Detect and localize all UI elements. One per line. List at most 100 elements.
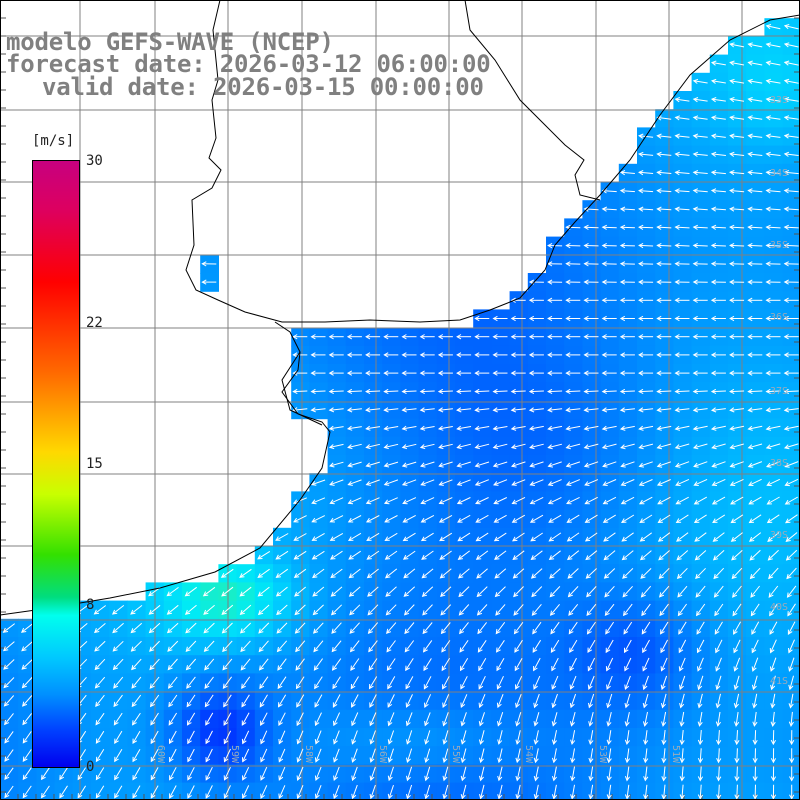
wind-arrow	[679, 693, 685, 709]
wind-arrow	[570, 784, 576, 800]
wind-arrow	[674, 151, 690, 157]
wind-arrow	[420, 497, 435, 505]
wind-arrow	[41, 785, 50, 799]
wind-arrow	[566, 514, 580, 523]
wind-arrow	[292, 334, 308, 340]
wind-arrow	[442, 694, 450, 709]
wind-arrow	[221, 622, 233, 634]
wind-arrow	[365, 407, 381, 413]
wind-arrow	[241, 694, 250, 708]
wind-arrow	[205, 785, 213, 799]
wind-arrow	[659, 585, 670, 598]
wind-arrow	[656, 261, 672, 267]
wind-arrow	[765, 370, 781, 376]
wind-arrow	[533, 730, 539, 745]
wind-arrow	[351, 748, 358, 763]
wind-arrow	[497, 730, 503, 745]
wind-arrow	[401, 479, 417, 486]
wind-arrow	[710, 279, 726, 285]
wind-arrow	[783, 443, 799, 450]
wind-arrow	[223, 748, 231, 763]
wind-arrow	[638, 334, 654, 340]
wind-arrow	[679, 730, 685, 746]
wind-arrow	[365, 425, 381, 431]
wind-arrow	[751, 621, 760, 635]
wind-arrow	[478, 658, 487, 672]
wind-arrow	[602, 461, 617, 468]
wind-arrow	[658, 550, 670, 561]
wind-arrow	[275, 550, 289, 560]
wind-arrow	[585, 550, 598, 561]
wind-arrow	[696, 621, 705, 635]
wind-arrow	[656, 115, 672, 121]
wind-arrow	[565, 461, 581, 468]
wind-arrow	[149, 694, 160, 708]
longitude-label: 58W	[303, 745, 314, 764]
wind-arrow	[114, 730, 123, 744]
wind-arrow	[456, 407, 472, 413]
wind-arrow	[510, 334, 526, 340]
wind-arrow	[351, 784, 358, 800]
wind-arrow	[783, 352, 799, 358]
wind-arrow	[729, 188, 745, 194]
wind-arrow	[783, 242, 799, 249]
wind-arrow	[656, 334, 672, 340]
wind-arrow	[260, 748, 268, 763]
wind-arrow	[420, 479, 435, 486]
wind-arrow	[565, 370, 581, 376]
wind-arrow	[421, 550, 434, 560]
wind-arrow	[295, 676, 305, 690]
wind-arrow	[457, 514, 471, 523]
wind-arrow	[497, 748, 503, 764]
wind-arrow	[438, 461, 453, 468]
wind-arrow	[692, 188, 708, 194]
wind-arrow	[602, 479, 617, 486]
wind-arrow	[548, 514, 562, 523]
wind-arrow	[296, 748, 304, 763]
wind-arrow	[783, 24, 799, 30]
wind-arrow	[328, 407, 344, 413]
wind-arrow	[583, 352, 599, 358]
wind-arrow	[619, 279, 635, 285]
wind-arrow	[711, 496, 726, 505]
wind-arrow	[311, 515, 326, 523]
wind-arrow	[515, 694, 522, 709]
wind-arrow	[656, 388, 672, 395]
wind-arrow	[569, 675, 577, 690]
wind-arrow	[513, 604, 524, 616]
wind-arrow	[679, 675, 686, 691]
wind-arrow	[530, 550, 543, 561]
wind-arrow	[783, 224, 799, 230]
wind-arrow	[657, 514, 671, 523]
wind-arrow	[476, 586, 488, 598]
wind-arrow	[638, 352, 654, 358]
wind-arrow	[328, 425, 344, 431]
wind-arrow	[783, 60, 799, 66]
wind-arrow	[642, 657, 650, 672]
wind-arrow	[242, 748, 250, 763]
wind-arrow	[729, 388, 745, 395]
wind-arrow	[167, 676, 178, 689]
wind-arrow	[510, 407, 526, 413]
wind-arrow	[765, 133, 781, 139]
wind-arrow	[642, 675, 649, 691]
wind-arrow	[765, 224, 781, 230]
wind-arrow	[570, 748, 576, 764]
wind-arrow	[347, 515, 362, 523]
wind-arrow	[765, 261, 781, 267]
wind-arrow	[716, 784, 722, 800]
wind-arrow	[583, 370, 599, 376]
wind-arrow	[438, 514, 453, 523]
wind-arrow	[601, 334, 617, 340]
wind-arrow	[788, 693, 794, 709]
wind-arrow	[622, 603, 633, 617]
wind-arrow	[547, 334, 563, 340]
wind-arrow	[203, 622, 215, 634]
wind-arrow	[530, 532, 543, 542]
wind-arrow	[475, 550, 489, 560]
wind-arrow	[601, 206, 617, 212]
wind-arrow	[257, 604, 270, 616]
wind-arrow	[21, 641, 33, 652]
wind-arrow	[167, 640, 179, 652]
wind-arrow	[640, 550, 652, 561]
